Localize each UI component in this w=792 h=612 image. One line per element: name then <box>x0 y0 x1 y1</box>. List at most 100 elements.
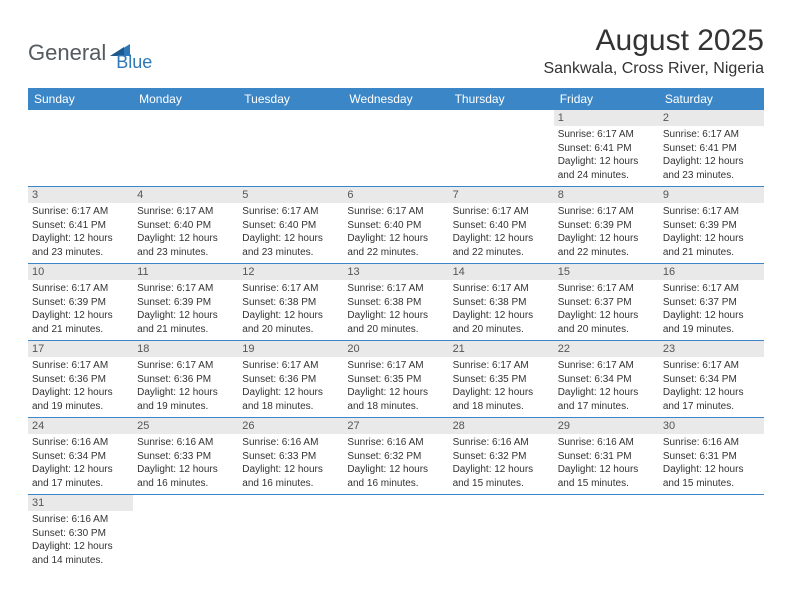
title-block: August 2025 Sankwala, Cross River, Niger… <box>543 24 764 78</box>
calendar-cell <box>133 110 238 187</box>
daylight-text: Daylight: 12 hours <box>558 463 655 477</box>
day-data: Sunrise: 6:17 AMSunset: 6:40 PMDaylight:… <box>343 203 448 263</box>
daylight-text: and 22 minutes. <box>347 246 444 260</box>
day-data: Sunrise: 6:17 AMSunset: 6:35 PMDaylight:… <box>343 357 448 417</box>
month-title: August 2025 <box>543 24 764 58</box>
sunrise-text: Sunrise: 6:17 AM <box>347 205 444 219</box>
calendar-body: 1Sunrise: 6:17 AMSunset: 6:41 PMDaylight… <box>28 110 764 571</box>
weekday-header: Tuesday <box>238 88 343 110</box>
calendar-cell: 14Sunrise: 6:17 AMSunset: 6:38 PMDayligh… <box>449 264 554 341</box>
sunset-text: Sunset: 6:40 PM <box>453 219 550 233</box>
calendar-row: 24Sunrise: 6:16 AMSunset: 6:34 PMDayligh… <box>28 418 764 495</box>
daylight-text: and 20 minutes. <box>558 323 655 337</box>
daylight-text: and 22 minutes. <box>558 246 655 260</box>
calendar-row: 1Sunrise: 6:17 AMSunset: 6:41 PMDaylight… <box>28 110 764 187</box>
calendar-cell: 7Sunrise: 6:17 AMSunset: 6:40 PMDaylight… <box>449 187 554 264</box>
day-data: Sunrise: 6:16 AMSunset: 6:32 PMDaylight:… <box>343 434 448 494</box>
daylight-text: and 14 minutes. <box>32 554 129 568</box>
daylight-text: Daylight: 12 hours <box>347 386 444 400</box>
daylight-text: and 15 minutes. <box>663 477 760 491</box>
calendar-cell: 10Sunrise: 6:17 AMSunset: 6:39 PMDayligh… <box>28 264 133 341</box>
daylight-text: Daylight: 12 hours <box>347 463 444 477</box>
daylight-text: Daylight: 12 hours <box>242 309 339 323</box>
sunset-text: Sunset: 6:39 PM <box>558 219 655 233</box>
daylight-text: Daylight: 12 hours <box>453 463 550 477</box>
day-data: Sunrise: 6:16 AMSunset: 6:30 PMDaylight:… <box>28 511 133 571</box>
sunrise-text: Sunrise: 6:17 AM <box>347 282 444 296</box>
sunset-text: Sunset: 6:34 PM <box>663 373 760 387</box>
calendar-cell: 16Sunrise: 6:17 AMSunset: 6:37 PMDayligh… <box>659 264 764 341</box>
sunset-text: Sunset: 6:38 PM <box>242 296 339 310</box>
calendar-cell: 8Sunrise: 6:17 AMSunset: 6:39 PMDaylight… <box>554 187 659 264</box>
daylight-text: and 20 minutes. <box>347 323 444 337</box>
day-data: Sunrise: 6:17 AMSunset: 6:37 PMDaylight:… <box>659 280 764 340</box>
daylight-text: Daylight: 12 hours <box>663 155 760 169</box>
day-number: 23 <box>659 341 764 357</box>
calendar-cell: 6Sunrise: 6:17 AMSunset: 6:40 PMDaylight… <box>343 187 448 264</box>
day-number: 13 <box>343 264 448 280</box>
daylight-text: and 23 minutes. <box>137 246 234 260</box>
day-number: 2 <box>659 110 764 126</box>
day-data: Sunrise: 6:17 AMSunset: 6:37 PMDaylight:… <box>554 280 659 340</box>
sunset-text: Sunset: 6:39 PM <box>32 296 129 310</box>
day-data: Sunrise: 6:17 AMSunset: 6:40 PMDaylight:… <box>238 203 343 263</box>
sunset-text: Sunset: 6:30 PM <box>32 527 129 541</box>
daylight-text: and 16 minutes. <box>347 477 444 491</box>
calendar-table: Sunday Monday Tuesday Wednesday Thursday… <box>28 88 764 571</box>
calendar-cell: 31Sunrise: 6:16 AMSunset: 6:30 PMDayligh… <box>28 495 133 572</box>
sunrise-text: Sunrise: 6:17 AM <box>558 128 655 142</box>
day-number: 24 <box>28 418 133 434</box>
day-number: 12 <box>238 264 343 280</box>
sunset-text: Sunset: 6:31 PM <box>663 450 760 464</box>
calendar-cell: 15Sunrise: 6:17 AMSunset: 6:37 PMDayligh… <box>554 264 659 341</box>
sunrise-text: Sunrise: 6:17 AM <box>558 282 655 296</box>
daylight-text: Daylight: 12 hours <box>137 309 234 323</box>
day-data: Sunrise: 6:16 AMSunset: 6:32 PMDaylight:… <box>449 434 554 494</box>
day-data: Sunrise: 6:17 AMSunset: 6:38 PMDaylight:… <box>449 280 554 340</box>
sunrise-text: Sunrise: 6:16 AM <box>347 436 444 450</box>
daylight-text: and 21 minutes. <box>663 246 760 260</box>
daylight-text: Daylight: 12 hours <box>242 386 339 400</box>
calendar-cell <box>133 495 238 572</box>
logo: General Blue <box>28 32 152 73</box>
calendar-row: 17Sunrise: 6:17 AMSunset: 6:36 PMDayligh… <box>28 341 764 418</box>
daylight-text: and 19 minutes. <box>137 400 234 414</box>
day-data: Sunrise: 6:17 AMSunset: 6:36 PMDaylight:… <box>238 357 343 417</box>
calendar-cell: 27Sunrise: 6:16 AMSunset: 6:32 PMDayligh… <box>343 418 448 495</box>
day-data: Sunrise: 6:17 AMSunset: 6:34 PMDaylight:… <box>554 357 659 417</box>
daylight-text: and 15 minutes. <box>453 477 550 491</box>
day-number: 31 <box>28 495 133 511</box>
calendar-row: 31Sunrise: 6:16 AMSunset: 6:30 PMDayligh… <box>28 495 764 572</box>
sunset-text: Sunset: 6:41 PM <box>558 142 655 156</box>
calendar-cell: 22Sunrise: 6:17 AMSunset: 6:34 PMDayligh… <box>554 341 659 418</box>
logo-text-general: General <box>28 40 106 66</box>
calendar-cell: 11Sunrise: 6:17 AMSunset: 6:39 PMDayligh… <box>133 264 238 341</box>
calendar-row: 10Sunrise: 6:17 AMSunset: 6:39 PMDayligh… <box>28 264 764 341</box>
day-data: Sunrise: 6:17 AMSunset: 6:39 PMDaylight:… <box>28 280 133 340</box>
daylight-text: and 21 minutes. <box>137 323 234 337</box>
sunset-text: Sunset: 6:36 PM <box>137 373 234 387</box>
weekday-header: Sunday <box>28 88 133 110</box>
day-data: Sunrise: 6:17 AMSunset: 6:39 PMDaylight:… <box>659 203 764 263</box>
daylight-text: and 21 minutes. <box>32 323 129 337</box>
calendar-row: 3Sunrise: 6:17 AMSunset: 6:41 PMDaylight… <box>28 187 764 264</box>
sunset-text: Sunset: 6:37 PM <box>558 296 655 310</box>
day-number: 16 <box>659 264 764 280</box>
calendar-cell <box>659 495 764 572</box>
sunrise-text: Sunrise: 6:17 AM <box>242 205 339 219</box>
sunrise-text: Sunrise: 6:17 AM <box>558 359 655 373</box>
sunrise-text: Sunrise: 6:17 AM <box>663 359 760 373</box>
sunrise-text: Sunrise: 6:17 AM <box>453 359 550 373</box>
daylight-text: Daylight: 12 hours <box>137 386 234 400</box>
calendar-cell <box>343 495 448 572</box>
daylight-text: and 19 minutes. <box>663 323 760 337</box>
calendar-cell: 20Sunrise: 6:17 AMSunset: 6:35 PMDayligh… <box>343 341 448 418</box>
daylight-text: Daylight: 12 hours <box>347 232 444 246</box>
calendar-cell: 23Sunrise: 6:17 AMSunset: 6:34 PMDayligh… <box>659 341 764 418</box>
calendar-cell: 18Sunrise: 6:17 AMSunset: 6:36 PMDayligh… <box>133 341 238 418</box>
daylight-text: Daylight: 12 hours <box>32 232 129 246</box>
day-data: Sunrise: 6:17 AMSunset: 6:41 PMDaylight:… <box>659 126 764 186</box>
day-number: 20 <box>343 341 448 357</box>
sunset-text: Sunset: 6:38 PM <box>453 296 550 310</box>
day-number: 18 <box>133 341 238 357</box>
